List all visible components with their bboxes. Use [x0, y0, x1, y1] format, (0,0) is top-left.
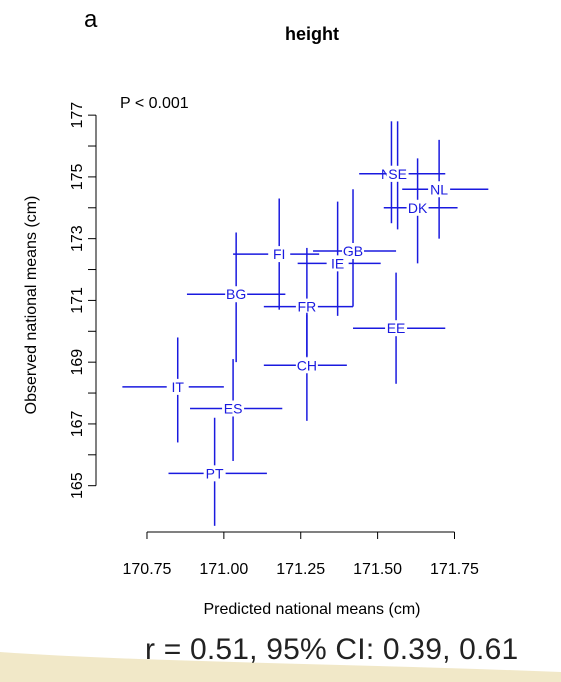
p-value-annotation: P < 0.001: [120, 95, 189, 112]
country-label: GB: [343, 243, 363, 259]
country-point-gb: GB: [313, 189, 397, 307]
label-backing: [222, 400, 245, 417]
label-backing: [385, 320, 408, 337]
country-label: ES: [224, 400, 243, 416]
country-label: IE: [331, 255, 344, 271]
y-tick-label: 175: [69, 163, 86, 190]
x-tick-label: 171.50: [353, 561, 402, 578]
label-backing: [295, 298, 318, 315]
label-backing: [166, 378, 189, 395]
country-label: BG: [226, 286, 246, 302]
x-tick-label: 171.00: [199, 561, 248, 578]
country-label: DK: [408, 200, 428, 216]
data-marks: NOSENLDKGBIEFIBGFREECHITESPT: [122, 121, 489, 526]
country-label: FR: [298, 299, 317, 315]
y-tick-label: 171: [69, 287, 86, 314]
axes: 170.75 171.00 171.25 171.50 171.75 165 167 169 1…: [69, 102, 479, 578]
country-point-bg: BG: [186, 232, 286, 363]
panel-label: a: [84, 6, 98, 33]
country-point-ie: IE: [297, 201, 381, 316]
label-backing: [342, 243, 365, 260]
chart-title: height: [285, 24, 339, 44]
country-label: PT: [206, 465, 224, 481]
country-point-se: SE: [365, 121, 446, 230]
correlation-footer: r = 0.51, 95% CI: 0.39, 0.61: [145, 633, 519, 666]
label-backing: [203, 465, 226, 482]
y-axis-label: Observed national means (cm): [23, 196, 40, 415]
y-tick-label: 173: [69, 225, 86, 252]
y-tick-label: 177: [69, 102, 86, 129]
country-point-ch: CH: [263, 312, 347, 421]
country-label: CH: [297, 357, 317, 373]
y-tick-label: 165: [69, 472, 86, 499]
country-label: NL: [430, 181, 448, 197]
x-tick-label: 171.75: [430, 561, 479, 578]
label-backing: [295, 357, 318, 374]
label-backing: [326, 255, 349, 272]
country-label: EE: [387, 320, 406, 336]
country-point-dk: DK: [383, 158, 458, 264]
country-point-es: ES: [190, 359, 283, 461]
label-backing: [268, 246, 291, 263]
country-label: SE: [388, 166, 407, 182]
label-backing: [428, 181, 451, 198]
country-label: IT: [172, 379, 185, 395]
country-point-nl: NL: [402, 139, 489, 239]
y-tick-label: 167: [69, 410, 86, 437]
label-backing: [406, 199, 429, 216]
x-axis-label: Predicted national means (cm): [204, 601, 421, 618]
country-point-it: IT: [122, 337, 224, 443]
country-point-fi: FI: [233, 198, 320, 310]
country-point-ee: EE: [353, 272, 446, 384]
country-label: FI: [273, 246, 285, 262]
label-backing: [225, 286, 248, 303]
y-tick-label: 169: [69, 349, 86, 376]
scatter-chart: height P < 0.001 Predicted national mean…: [23, 24, 489, 618]
label-backing: [386, 165, 409, 182]
x-tick-label: 170.75: [123, 561, 172, 578]
country-point-pt: PT: [168, 417, 267, 526]
x-tick-label: 171.25: [276, 561, 325, 578]
